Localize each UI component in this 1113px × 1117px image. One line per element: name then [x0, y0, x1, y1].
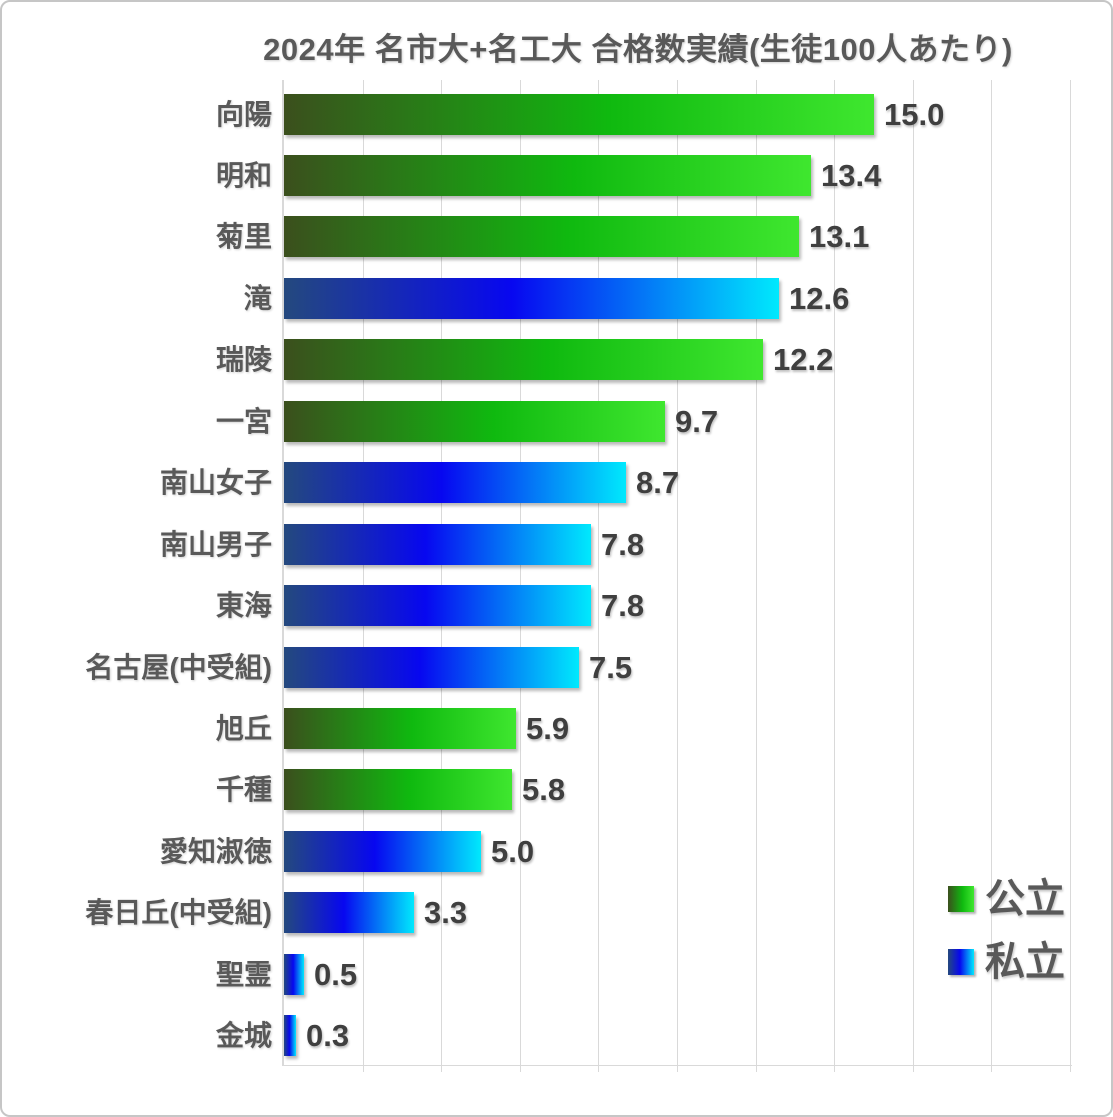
legend-label-private: 私立 [985, 940, 1065, 984]
category-label: 明和 [215, 160, 272, 191]
gridline [519, 80, 521, 1065]
bar-public [284, 769, 512, 810]
category-label: 春日丘(中受組) [85, 897, 272, 928]
value-label: 5.9 [526, 711, 570, 746]
category-label: 愛知淑徳 [159, 836, 272, 867]
value-label: 13.1 [809, 219, 870, 254]
bar-private [284, 892, 414, 933]
value-label: 7.8 [601, 527, 645, 562]
bar-private [284, 278, 779, 319]
value-axis-line [282, 1065, 1072, 1066]
bar-private [284, 462, 626, 503]
axis-tick [991, 1065, 993, 1072]
gridline [677, 80, 678, 1065]
category-label: 向陽 [215, 99, 272, 130]
bar-private [284, 647, 579, 688]
category-label: 一宮 [215, 406, 272, 437]
value-label: 12.6 [789, 281, 850, 316]
axis-tick [598, 1065, 600, 1072]
value-label: 8.7 [636, 465, 680, 500]
category-label: 千種 [215, 774, 272, 805]
gridline [912, 80, 914, 1065]
bar-private [284, 1015, 296, 1056]
category-label: 聖霊 [215, 959, 272, 990]
bar-public [284, 94, 874, 135]
category-label: 菊里 [215, 221, 272, 252]
value-label: 9.7 [675, 404, 719, 439]
value-label: 7.5 [589, 650, 633, 685]
category-label: 名古屋(中受組) [85, 652, 272, 683]
value-label: 0.5 [314, 957, 358, 992]
bar-public [284, 708, 516, 749]
legend-label-public: 公立 [985, 877, 1065, 921]
gridline [362, 80, 364, 1065]
value-label: 0.3 [306, 1018, 350, 1053]
bar-public [284, 216, 799, 257]
value-label: 13.4 [821, 158, 882, 193]
axis-tick [834, 1065, 836, 1072]
category-label: 旭丘 [215, 713, 272, 744]
category-label: 瑞陵 [215, 344, 272, 375]
value-label: 5.0 [491, 834, 535, 869]
gridline [991, 80, 993, 1065]
gridline [755, 80, 757, 1065]
legend-swatch-private-icon [948, 949, 974, 975]
bar-public [284, 401, 665, 442]
bar-private [284, 831, 481, 872]
category-label: 滝 [243, 283, 272, 314]
value-label: 7.8 [601, 588, 645, 623]
category-label: 東海 [215, 590, 272, 621]
value-label: 3.3 [424, 895, 468, 930]
gridline [598, 80, 600, 1065]
axis-tick [677, 1065, 678, 1072]
axis-tick [1070, 1065, 1071, 1072]
bar-private [284, 954, 304, 995]
axis-tick [519, 1065, 521, 1072]
legend-swatch-public-icon [948, 886, 974, 912]
value-label: 15.0 [884, 97, 945, 132]
axis-tick [755, 1065, 757, 1072]
category-axis-line [282, 80, 284, 1065]
gridline [834, 80, 836, 1065]
bar-public [284, 155, 811, 196]
value-label: 12.2 [773, 342, 834, 377]
category-label: 金城 [215, 1020, 272, 1051]
bar-private [284, 585, 591, 626]
bar-private [284, 524, 591, 565]
value-label: 5.8 [522, 772, 566, 807]
category-label: 南山女子 [159, 467, 272, 498]
axis-tick [441, 1065, 443, 1072]
gridline [441, 80, 443, 1065]
axis-tick [912, 1065, 914, 1072]
gridline [1070, 80, 1071, 1065]
chart-title: 2024年 名市大+名工大 合格数実績(生徒100人あたり) [263, 32, 1013, 67]
axis-tick [362, 1065, 364, 1072]
bar-public [284, 339, 763, 380]
category-label: 南山男子 [159, 529, 272, 560]
